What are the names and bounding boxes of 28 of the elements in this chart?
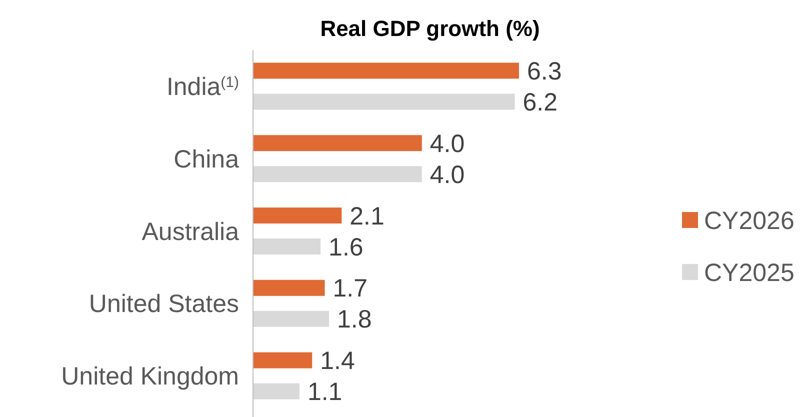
legend-label: CY2026 (704, 206, 794, 235)
bar (253, 383, 300, 400)
data-label: 1.7 (332, 274, 368, 303)
bar (253, 62, 519, 79)
bar (253, 135, 422, 152)
data-label: 4.0 (430, 160, 465, 189)
data-label: 1.6 (328, 233, 364, 262)
y-tick-label: India$^{(1)}$ (166, 72, 239, 101)
bar (253, 166, 422, 182)
bar (253, 280, 325, 296)
legend-label: CY2025 (704, 258, 794, 287)
data-label: 1.8 (337, 306, 372, 334)
y-tick-label: China (174, 145, 240, 174)
data-label: 6.3 (527, 57, 562, 86)
chart-title: Real GDP growth (%) (320, 16, 540, 41)
y-tick-label: Australia (142, 218, 240, 246)
bar (253, 310, 329, 327)
data-label: 4.0 (430, 130, 465, 158)
data-label: 1.4 (320, 347, 355, 376)
bar (253, 94, 515, 110)
data-label: 1.1 (307, 378, 342, 406)
data-label: 6.2 (522, 88, 558, 116)
data-label: 2.1 (350, 202, 384, 230)
y-tick-label: United Kingdom (61, 362, 239, 391)
bar (253, 238, 321, 254)
bar (253, 208, 342, 224)
y-tick-label: United States (88, 290, 239, 318)
bar (253, 352, 312, 368)
